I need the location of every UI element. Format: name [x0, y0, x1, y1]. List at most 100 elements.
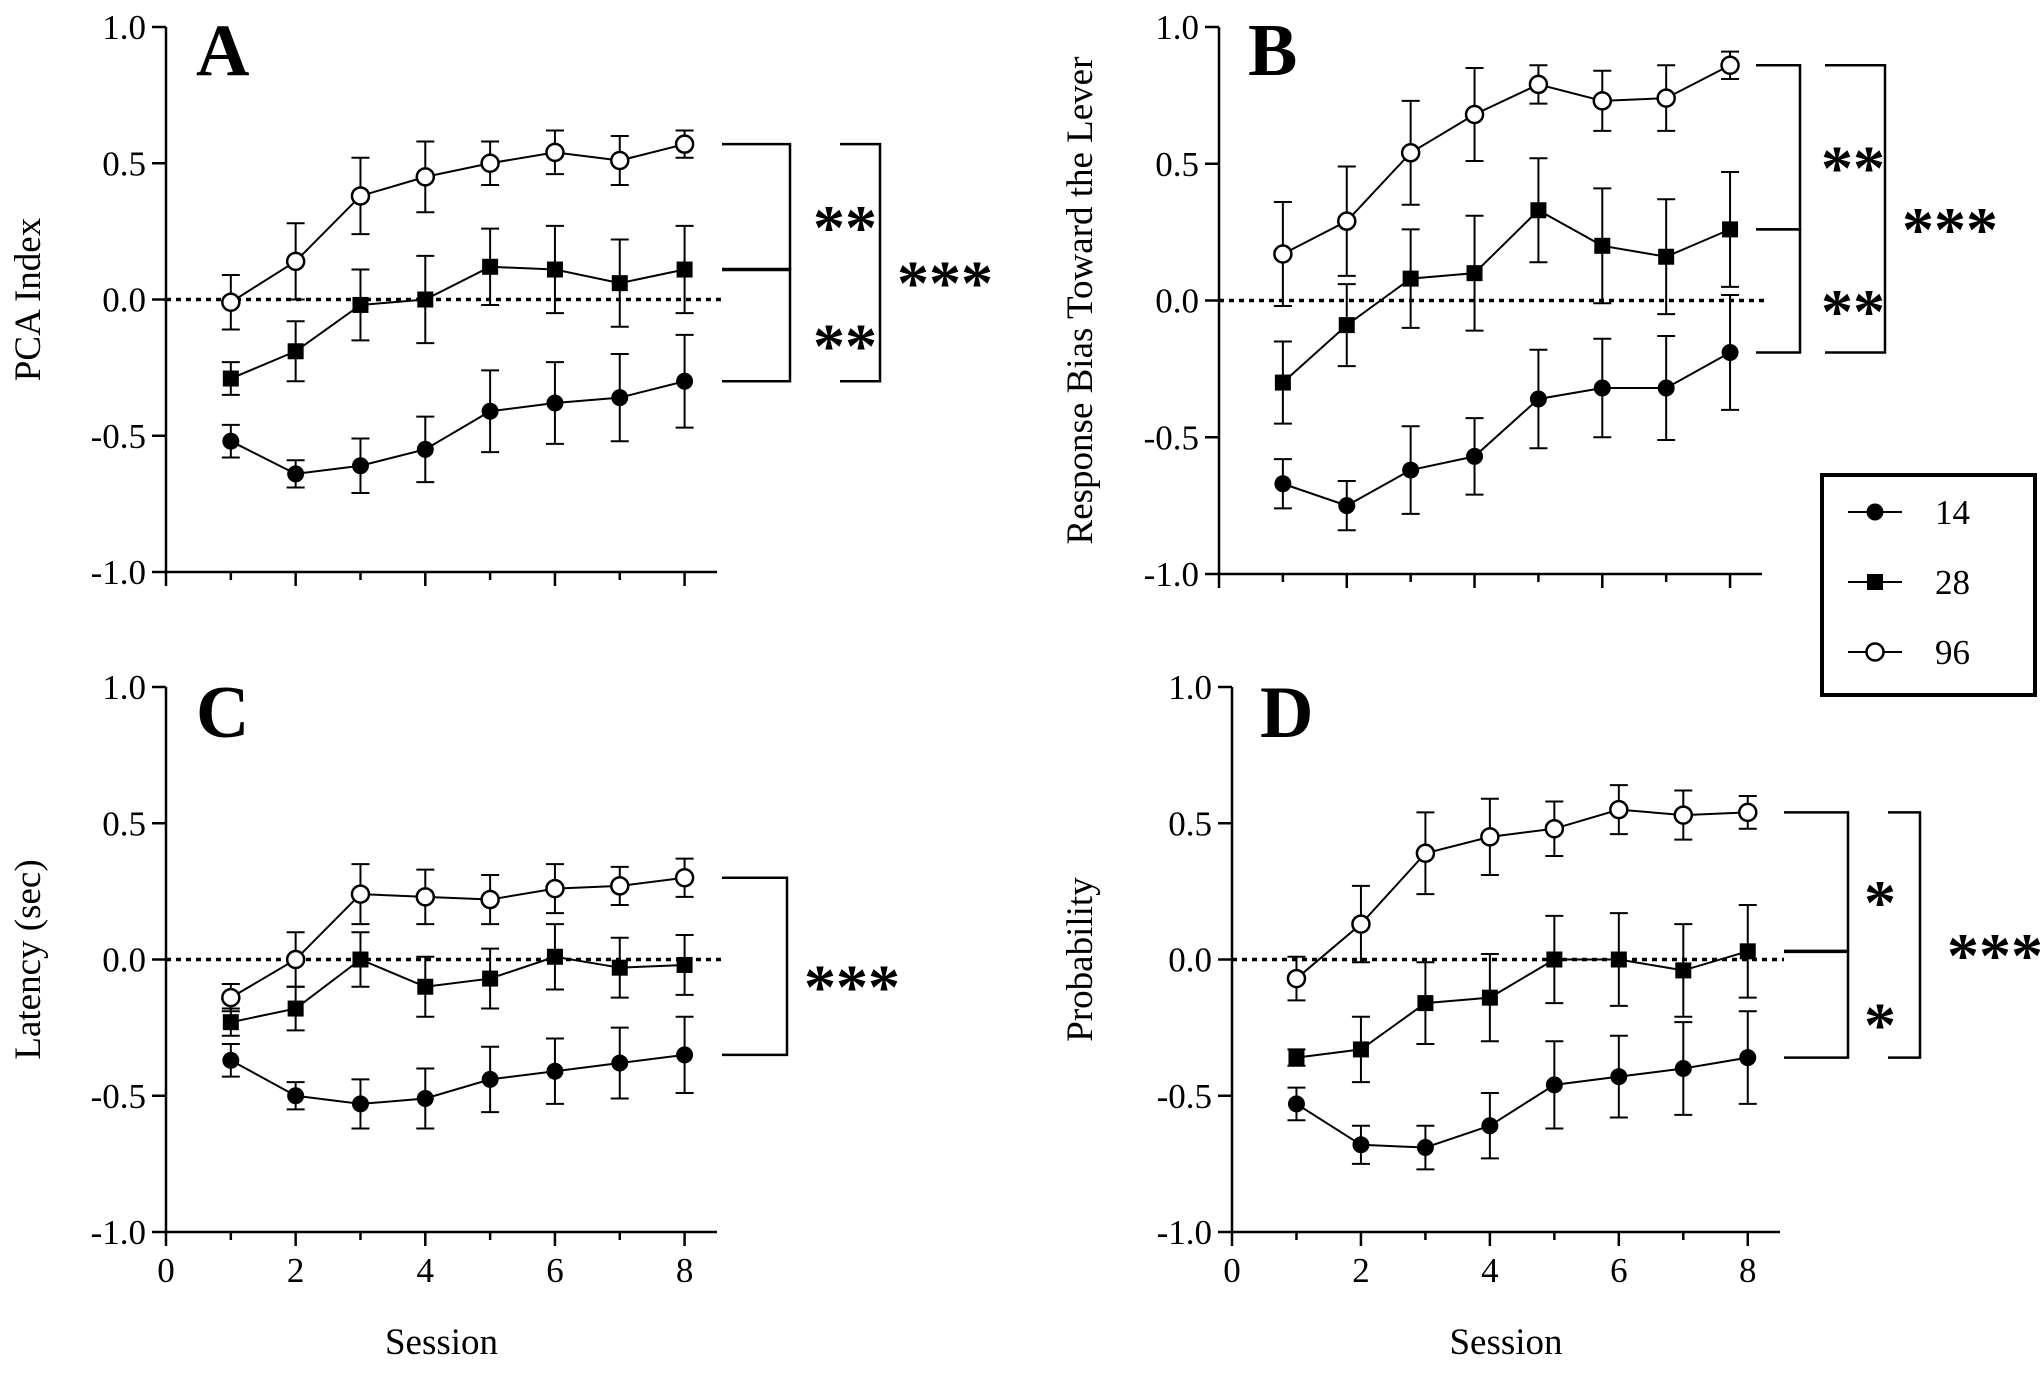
y-tick-label: -0.5 — [91, 1077, 146, 1116]
data-point — [1288, 1049, 1305, 1066]
data-point — [1530, 202, 1547, 219]
series-96 — [1273, 50, 1740, 307]
bracket-line — [1888, 811, 1922, 1059]
data-point — [1480, 827, 1500, 847]
data-point — [1402, 270, 1419, 287]
series-96 — [1286, 784, 1758, 1002]
data-point — [1592, 91, 1613, 111]
data-point — [416, 440, 434, 458]
data-point — [287, 1087, 305, 1105]
x-tick-label: 2 — [1352, 1251, 1370, 1290]
significance-label: *** — [1947, 920, 2040, 991]
y-axis-title: Response Bias Toward the Lever — [1060, 57, 1101, 545]
x-tick-label: 8 — [676, 1251, 694, 1290]
data-point — [1273, 244, 1293, 264]
series-28 — [221, 224, 694, 396]
data-point — [676, 261, 693, 278]
data-point — [1400, 143, 1421, 163]
data-point — [482, 258, 499, 275]
data-point — [546, 948, 563, 965]
significance-bracket: ** — [722, 268, 877, 383]
data-point — [221, 292, 241, 312]
data-point — [1658, 248, 1675, 265]
significance-bracket: *** — [1825, 64, 1998, 354]
data-point — [481, 402, 499, 420]
bracket-line — [1756, 228, 1802, 354]
significance-bracket: *** — [840, 142, 993, 383]
data-point — [676, 956, 693, 973]
data-point — [415, 887, 436, 907]
y-tick-label: 1.0 — [102, 8, 146, 47]
data-point — [350, 186, 371, 206]
series-line — [1296, 950, 1749, 1059]
bracket-line — [1825, 64, 1887, 354]
y-tick-label: -0.5 — [1144, 418, 1199, 457]
data-point — [1481, 1117, 1499, 1135]
data-point — [545, 142, 565, 163]
series-line — [1282, 351, 1731, 507]
data-point — [222, 432, 240, 450]
series-line — [230, 1053, 685, 1105]
data-point — [1610, 1068, 1628, 1086]
data-point — [1466, 265, 1483, 282]
bracket-line — [1784, 950, 1850, 1059]
data-point — [1528, 74, 1549, 95]
data-point — [1417, 995, 1434, 1012]
x-tick-label: 0 — [157, 1251, 175, 1290]
data-point — [287, 1000, 304, 1017]
y-tick-label: 0.0 — [102, 941, 146, 980]
data-point — [610, 150, 630, 171]
data-point — [1610, 951, 1627, 968]
y-tick-label: 1.0 — [1155, 8, 1199, 47]
data-point — [1464, 104, 1485, 125]
data-point — [1416, 1139, 1434, 1157]
y-tick-label: -1.0 — [1144, 555, 1199, 594]
series-14 — [1273, 294, 1740, 532]
significance-label: ** — [1821, 276, 1885, 347]
series-line — [1282, 209, 1731, 384]
bracket-line — [722, 142, 792, 271]
x-tick-label: 8 — [1739, 1251, 1757, 1290]
y-axis-title: Probability — [1060, 877, 1101, 1042]
legend-marker — [1865, 642, 1885, 662]
data-point — [676, 1046, 694, 1064]
data-point — [546, 1062, 564, 1080]
legend-box — [1820, 473, 2037, 697]
data-point — [1674, 1060, 1692, 1077]
legend-entry-14: 14 — [1848, 493, 1970, 532]
data-point — [1673, 805, 1694, 825]
data-point — [1739, 943, 1756, 960]
data-point — [1466, 447, 1484, 465]
data-point — [1338, 497, 1356, 515]
data-point — [1721, 343, 1739, 361]
legend-label: 96 — [1935, 633, 1970, 672]
y-axis-title: PCA Index — [8, 217, 49, 381]
series-28 — [221, 923, 694, 1037]
legend-marker — [1867, 574, 1883, 590]
series-28 — [1287, 904, 1757, 1084]
data-point — [222, 370, 239, 387]
significance-label: *** — [1902, 194, 1998, 265]
panel-c: -1.0 -0.5 0.0 0.5 1.0 0 2 4 6 8 Latency (sec) Sessi… — [8, 668, 900, 1363]
y-tick-label: -1.0 — [91, 553, 146, 592]
legend-marker — [1866, 503, 1884, 521]
series-line — [230, 876, 685, 999]
data-point — [1337, 211, 1357, 231]
y-tick-label: 0.0 — [102, 281, 146, 320]
series-line — [1295, 808, 1748, 980]
y-axis-title: Latency (sec) — [8, 859, 49, 1059]
data-point — [1529, 390, 1547, 408]
y-tick-label: 1.0 — [102, 668, 146, 707]
series-line — [230, 380, 685, 475]
data-point — [222, 1051, 240, 1069]
data-point — [1545, 1076, 1563, 1094]
series-line — [230, 955, 685, 1024]
y-tick-label: -1.0 — [91, 1213, 146, 1252]
x-tick-label: 6 — [1610, 1251, 1628, 1290]
significance-bracket: *** — [1888, 811, 2040, 1059]
series-28 — [1273, 157, 1740, 425]
significance-bracket: ** — [722, 142, 877, 271]
legend-entry-28: 28 — [1848, 563, 1970, 602]
data-point — [1657, 379, 1675, 397]
significance-label: * — [1864, 867, 1896, 938]
